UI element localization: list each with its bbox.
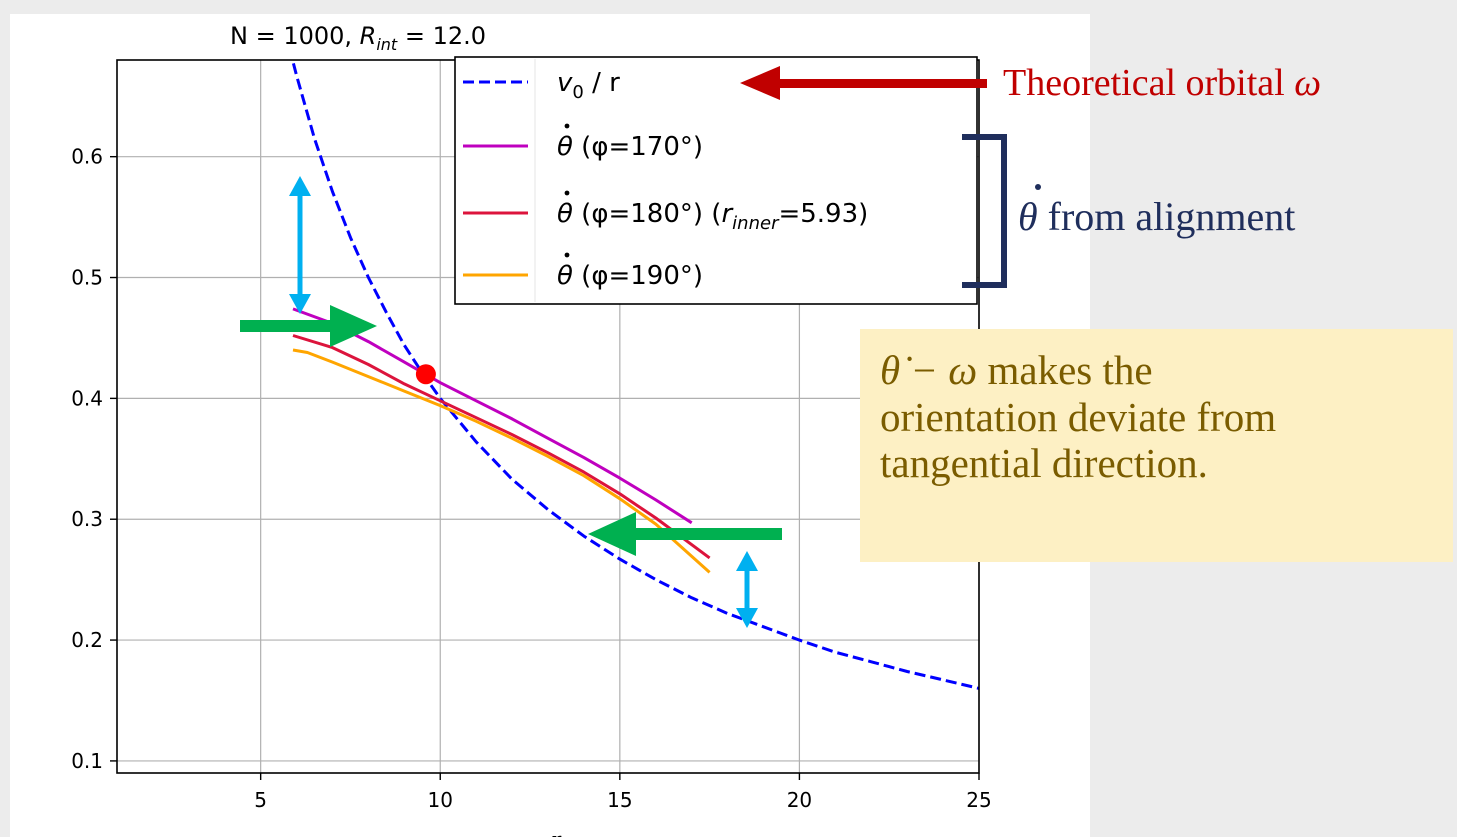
series-line-3 [292,348,711,574]
callout-line-1: θ̇ − ω makes the [880,347,1433,394]
series-group [290,60,979,690]
callout-line-2: orientation deviate from [880,393,1277,440]
legend-rest: (φ=170°) [573,132,703,162]
green-arrow-2-head [588,512,636,556]
y-tick-label: 0.4 [71,386,103,410]
cyan-arrow-2-head-top [736,551,758,571]
x-axis-label: r [551,829,562,837]
legend-rest: (φ=180°) [573,199,703,229]
x-tick-label: 20 [787,788,812,812]
legend-label-0: v0 / r [557,68,620,103]
legend-label-3: θ (φ=190°) [557,261,703,291]
alignment-text: from alignment [1038,194,1296,239]
green-arrow-2-shaft [630,528,782,540]
x-tick-label: 5 [254,788,267,812]
green-arrow-1-head [330,305,377,347]
theoretical-symbol: ω [1294,62,1321,104]
legend-extra-var: r [721,199,734,229]
callout-line-1-text: makes the [977,347,1153,393]
alignment-theta-dot [1035,184,1041,190]
legend-label-2: θ (φ=180°) (rinner=5.93) [557,199,868,234]
alignment-label: θ from alignment [1018,194,1295,239]
series-line-2 [292,334,711,560]
legend-theta: θ [557,132,573,162]
alignment-symbol: θ [1018,194,1038,239]
legend-rest: / r [584,68,620,98]
alignment-bracket [962,134,1007,288]
legend-theta-dot [564,252,570,258]
legend-theta-dot [564,123,570,129]
legend-extra-sub: inner [732,213,780,234]
red-arrow-head [740,66,780,100]
legend-theta: θ [557,199,573,229]
cyan-arrow-1-head-bottom [289,294,311,314]
title-prefix: N = 1000, [230,22,360,50]
y-tick-label: 0.5 [71,266,103,290]
chart-title: N = 1000, Rint = 12.0 [230,22,486,54]
x-tick-label: 15 [607,788,632,812]
y-tick-label: 0.2 [71,628,103,652]
legend-extra-open: ( [703,199,721,229]
explanation-callout: θ̇ − ω makes the orientation deviate fro… [860,329,1453,562]
series-line-1 [292,307,693,525]
x-tick-label: 10 [428,788,453,812]
green-arrow-1-shaft [240,320,340,332]
legend-theta-dot [564,190,570,196]
legend-extra-rest: =5.93) [778,199,868,229]
title-suffix: = 12.0 [397,22,486,50]
legend-theta: θ [557,261,573,291]
y-tick-label: 0.1 [71,749,103,773]
cyan-arrow-2-head-bottom [736,608,758,628]
series-line-0 [290,60,979,690]
legend-box [454,56,978,305]
intersection-point [415,364,436,385]
x-tick-label: 25 [966,788,991,812]
callout-line-3: tangential direction. [880,440,1208,487]
y-tick-label: 0.6 [71,145,103,169]
y-tick-label: 0.3 [71,507,103,531]
legend-label-1: θ (φ=170°) [557,132,703,162]
title-var: R [360,22,377,50]
theoretical-label: Theoretical orbital ω [1003,62,1321,104]
cyan-arrow-1-head-top [289,176,311,196]
callout-math: θ̇ − ω [880,347,978,393]
legend-var: v [557,68,573,98]
red-arrow-shaft [775,79,987,88]
theoretical-text: Theoretical orbital [1003,62,1294,104]
legend-rest: (φ=190°) [573,261,703,291]
legend-sub: 0 [572,82,583,103]
title-sub: int [376,35,398,54]
